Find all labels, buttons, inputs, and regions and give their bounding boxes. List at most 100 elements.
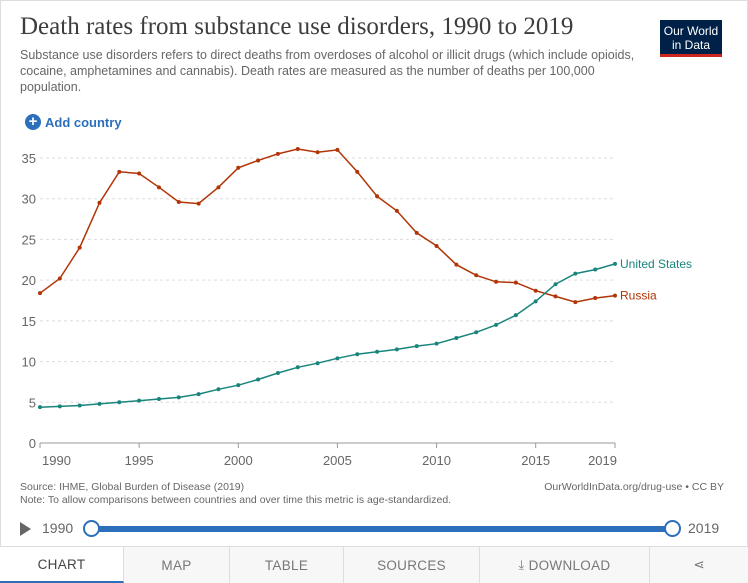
data-point-united-states — [454, 335, 459, 340]
x-tick-label: 2010 — [422, 453, 451, 468]
data-point-russia — [494, 279, 499, 284]
x-tick-label: 2015 — [521, 453, 550, 468]
data-point-russia — [335, 147, 340, 152]
data-point-united-states — [553, 282, 558, 287]
source-text: Source: IHME, Global Burden of Disease (… — [20, 481, 245, 493]
x-tick-label: 2019 — [588, 453, 617, 468]
y-tick-label: 25 — [22, 232, 36, 247]
data-point-united-states — [414, 344, 419, 349]
data-point-united-states — [97, 401, 102, 406]
x-tick-label: 1995 — [125, 453, 154, 468]
download-icon: ⤓ — [518, 557, 525, 572]
data-point-russia — [593, 296, 598, 301]
series-label-russia: Russia — [620, 289, 657, 303]
source-note: Source: IHME, Global Burden of Disease (… — [20, 481, 451, 507]
data-point-united-states — [335, 356, 340, 361]
data-point-russia — [533, 288, 538, 293]
data-point-russia — [38, 291, 42, 296]
logo-line-2: in Data — [671, 38, 711, 52]
share-icon: ⋖ — [693, 557, 705, 572]
data-point-united-states — [216, 387, 221, 392]
data-point-united-states — [295, 365, 300, 370]
series-lines — [38, 147, 617, 410]
tab-chart[interactable]: CHART — [0, 547, 124, 583]
tab-map[interactable]: MAP — [124, 547, 230, 583]
x-tick-label: 2005 — [323, 453, 352, 468]
x-axis-ticks: 1990 1995 2000 2005 2010 2015 2019 — [39, 443, 617, 468]
y-tick-label: 35 — [22, 151, 36, 166]
data-point-russia — [216, 185, 221, 190]
line-chart: 0 5 10 15 20 25 30 35 1990 1995 2000 2005 2010 2015 2… — [22, 147, 692, 468]
data-point-united-states — [494, 322, 499, 327]
data-point-russia — [196, 201, 201, 206]
series-label-united-states: United States — [620, 257, 692, 271]
data-point-united-states — [176, 395, 181, 400]
tab-download-label: DOWNLOAD — [528, 557, 611, 573]
series-labels: Russia United States — [620, 257, 692, 303]
data-point-russia — [315, 150, 320, 155]
data-point-united-states — [434, 341, 439, 346]
timeline-slider[interactable]: 1990 2019 — [20, 518, 730, 540]
x-tick-label: 1990 — [42, 453, 71, 468]
timeline-track[interactable] — [92, 526, 674, 532]
data-point-russia — [117, 169, 122, 174]
data-point-united-states — [474, 330, 479, 335]
tab-table[interactable]: TABLE — [230, 547, 344, 583]
grid-lines — [40, 157, 615, 444]
credit-link[interactable]: OurWorldInData.org/drug-use • CC BY — [544, 481, 724, 493]
data-point-russia — [454, 262, 459, 267]
plus-icon: + — [25, 114, 41, 130]
timeline-start-label: 1990 — [42, 520, 74, 536]
data-point-russia — [613, 293, 617, 298]
play-icon[interactable] — [20, 522, 31, 536]
data-point-united-states — [394, 347, 399, 352]
y-tick-label: 10 — [22, 355, 36, 370]
data-point-russia — [236, 165, 241, 170]
data-point-russia — [77, 245, 82, 250]
data-point-russia — [176, 199, 181, 204]
add-country-button[interactable]: + Add country — [25, 114, 122, 130]
y-tick-label: 15 — [22, 314, 36, 329]
data-point-united-states — [513, 313, 518, 318]
timeline-end-handle[interactable] — [664, 520, 681, 537]
tab-sources[interactable]: SOURCES — [344, 547, 480, 583]
tab-download[interactable]: ⤓ DOWNLOAD — [480, 547, 650, 583]
y-axis-ticks: 0 5 10 15 20 25 30 35 — [22, 151, 36, 451]
tab-bar: CHART MAP TABLE SOURCES ⤓ DOWNLOAD ⋖ — [0, 546, 748, 583]
data-point-russia — [355, 169, 360, 174]
y-tick-label: 30 — [22, 192, 36, 207]
data-point-united-states — [315, 361, 320, 366]
data-point-united-states — [275, 370, 280, 375]
y-tick-label: 20 — [22, 273, 36, 288]
owid-logo[interactable]: Our World in Data — [660, 20, 722, 57]
share-button[interactable]: ⋖ — [650, 547, 748, 583]
data-point-russia — [394, 208, 399, 213]
data-point-russia — [434, 243, 439, 248]
y-tick-label: 5 — [29, 395, 36, 410]
data-point-united-states — [156, 397, 161, 402]
x-tick-label: 2000 — [224, 453, 253, 468]
data-point-united-states — [57, 404, 62, 409]
data-point-russia — [474, 273, 479, 278]
add-country-label: Add country — [45, 114, 122, 130]
data-point-united-states — [593, 267, 598, 272]
chart-subtitle: Substance use disorders refers to direct… — [20, 48, 635, 94]
data-point-russia — [156, 185, 161, 190]
data-point-united-states — [613, 261, 617, 266]
data-point-united-states — [77, 403, 82, 408]
chart-title: Death rates from substance use disorders… — [20, 13, 574, 40]
data-point-united-states — [196, 392, 201, 397]
data-point-russia — [513, 280, 518, 285]
data-point-russia — [256, 158, 261, 163]
data-point-russia — [553, 294, 558, 299]
data-point-united-states — [236, 383, 241, 388]
timeline-start-handle[interactable] — [83, 520, 100, 537]
data-point-russia — [97, 200, 102, 205]
timeline-end-label: 2019 — [688, 520, 720, 536]
note-text: Note: To allow comparisons between count… — [20, 494, 452, 506]
data-point-united-states — [533, 299, 538, 304]
data-point-united-states — [137, 398, 142, 403]
logo-line-1: Our World — [663, 24, 719, 38]
data-point-russia — [414, 230, 419, 235]
data-point-united-states — [375, 349, 380, 354]
